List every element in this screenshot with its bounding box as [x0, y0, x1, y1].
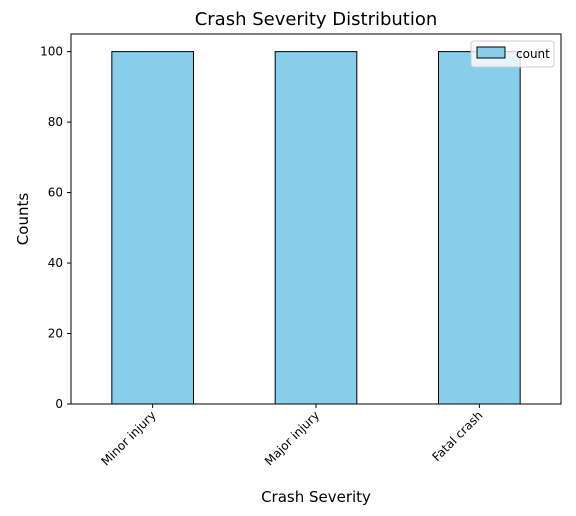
- y-tick-label: 20: [48, 327, 63, 341]
- y-tick-label: 0: [55, 397, 63, 411]
- y-tick-label: 40: [48, 256, 63, 270]
- y-tick-label: 80: [48, 115, 63, 129]
- legend: count: [471, 41, 554, 67]
- bar-minor-injury: [112, 52, 194, 404]
- bar-fatal-crash: [439, 52, 521, 404]
- x-axis-title: Crash Severity: [261, 488, 371, 506]
- legend-swatch: [477, 47, 505, 58]
- chart-title: Crash Severity Distribution: [195, 9, 438, 30]
- y-axis-title: Counts: [14, 193, 32, 246]
- bars-layer: [112, 52, 520, 404]
- legend-label: count: [516, 47, 550, 61]
- y-tick-label: 60: [48, 186, 63, 200]
- y-tick-label: 100: [40, 45, 63, 59]
- bar-major-injury: [275, 52, 357, 404]
